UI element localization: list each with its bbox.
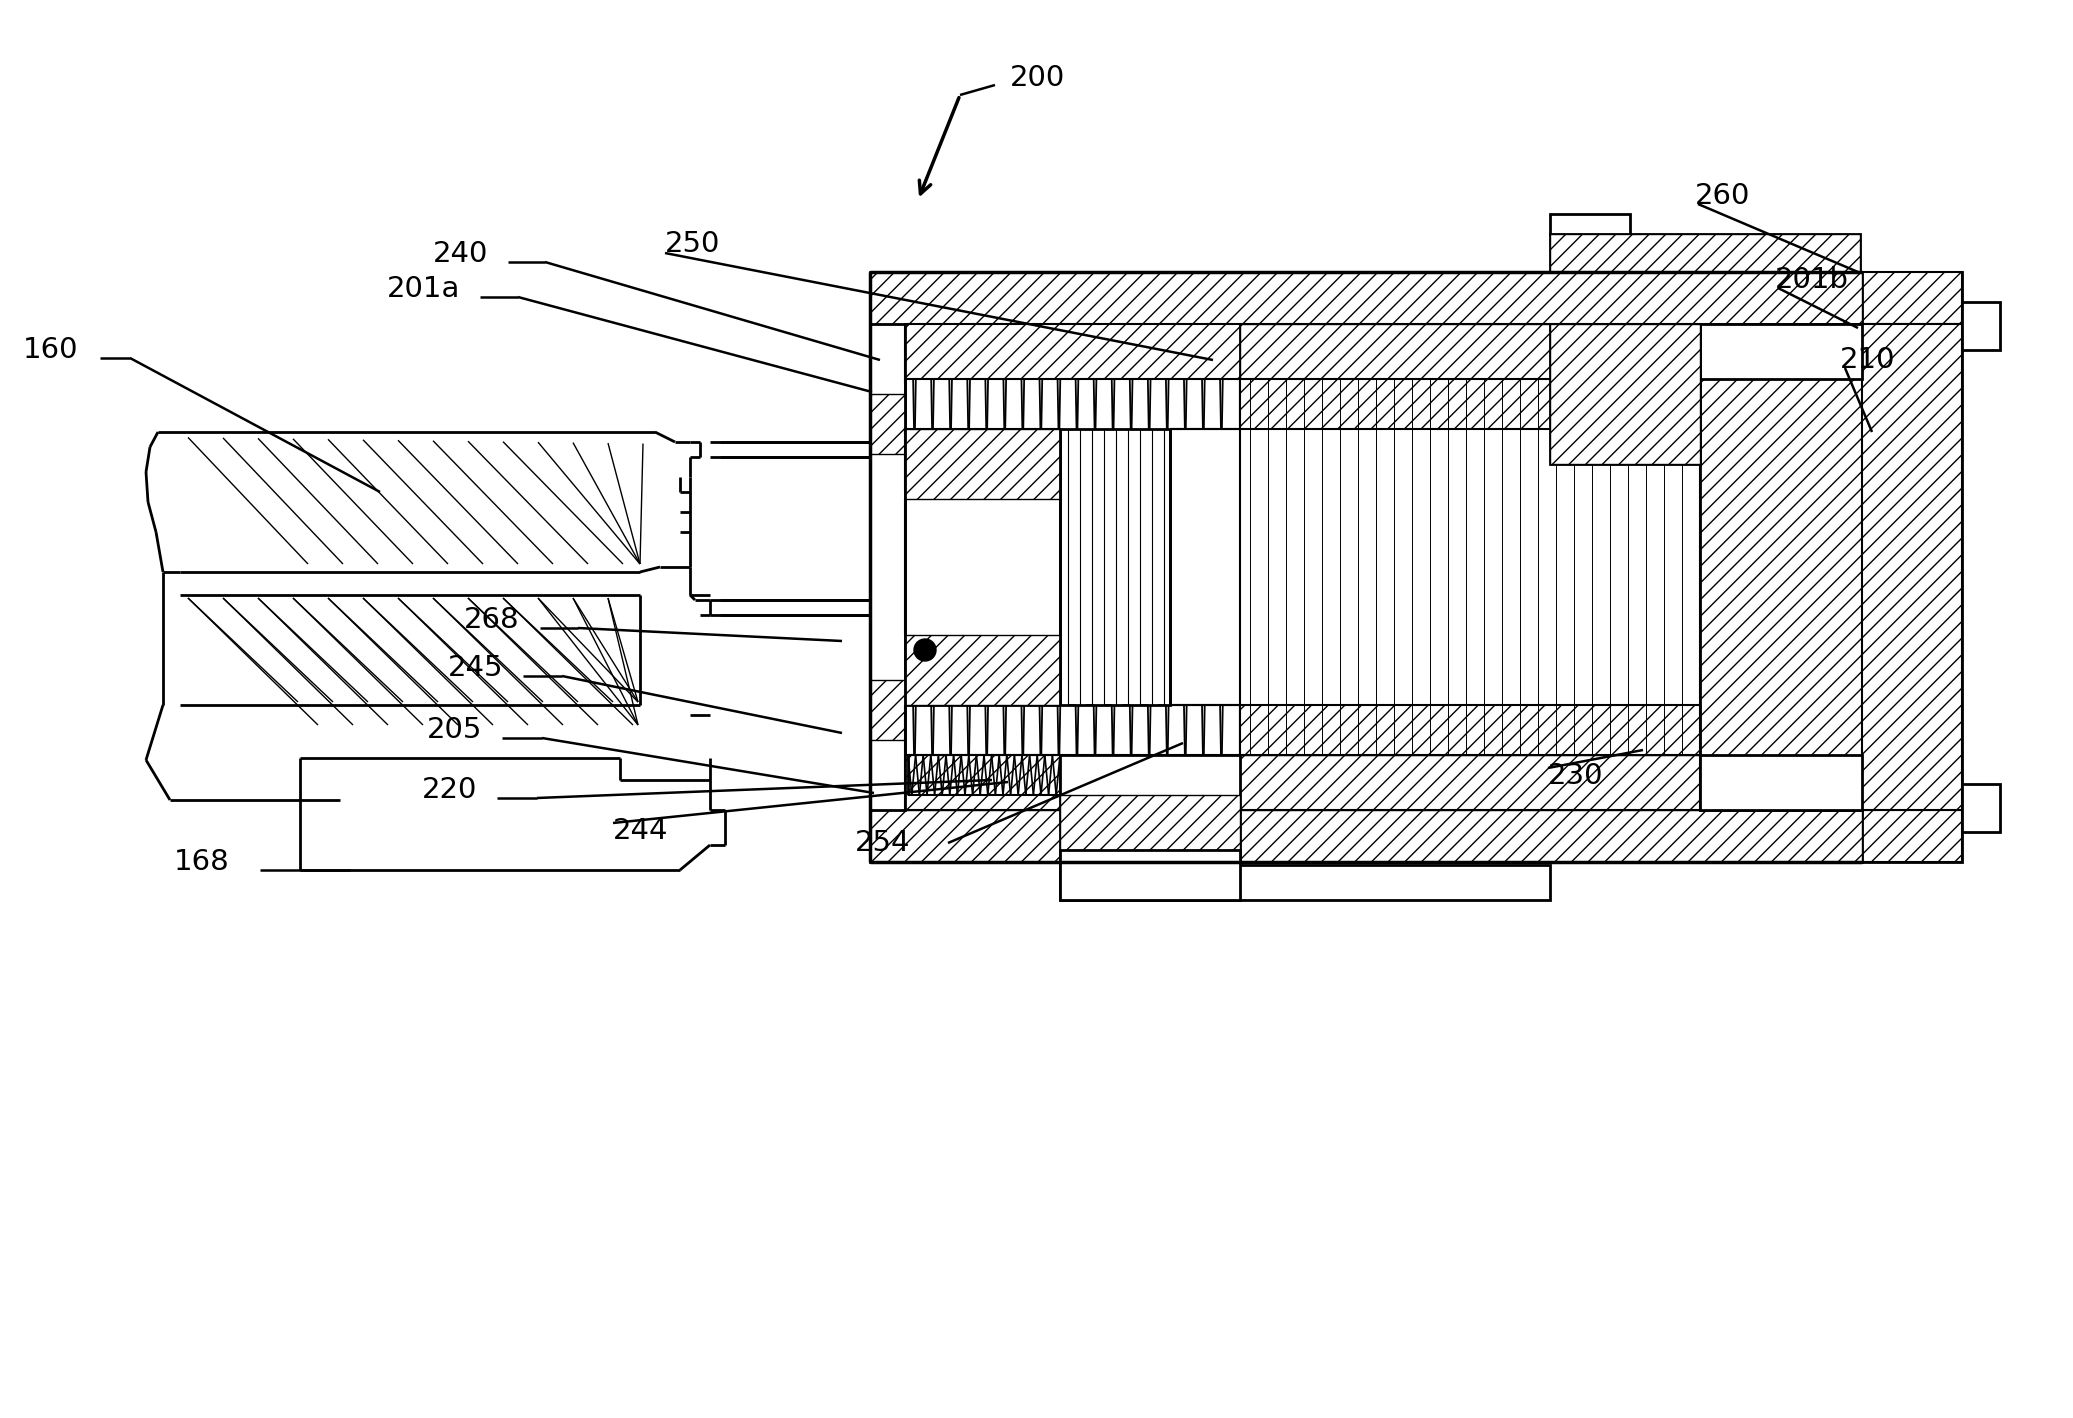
Bar: [1700, 323, 1862, 379]
Bar: [1551, 214, 1629, 234]
Polygon shape: [1169, 379, 1700, 430]
Polygon shape: [906, 323, 1700, 379]
Text: 268: 268: [464, 605, 520, 634]
Bar: [906, 430, 1059, 489]
Text: 260: 260: [1696, 182, 1750, 210]
Text: 254: 254: [854, 830, 910, 856]
Text: 168: 168: [174, 848, 230, 876]
Text: 245: 245: [448, 654, 504, 682]
Bar: [871, 272, 1862, 323]
Bar: [1059, 430, 1169, 705]
Bar: [1961, 302, 2000, 350]
Bar: [1862, 272, 1961, 323]
Bar: [871, 810, 1862, 862]
Bar: [1240, 323, 1700, 810]
Text: 201a: 201a: [388, 275, 460, 303]
Polygon shape: [906, 635, 1059, 705]
Circle shape: [914, 640, 937, 661]
Bar: [1700, 323, 1862, 810]
Polygon shape: [906, 754, 1700, 810]
Polygon shape: [1059, 795, 1240, 865]
Bar: [1551, 234, 1859, 272]
Polygon shape: [1240, 705, 1700, 754]
Polygon shape: [906, 430, 1059, 499]
Polygon shape: [1551, 323, 1700, 464]
Text: 220: 220: [421, 776, 477, 804]
Bar: [1059, 865, 1551, 900]
Polygon shape: [871, 681, 906, 740]
Bar: [1059, 849, 1240, 900]
Bar: [1862, 810, 1961, 862]
Polygon shape: [871, 810, 1862, 862]
Bar: [1240, 323, 1700, 379]
Bar: [1551, 323, 1700, 464]
Text: 205: 205: [427, 716, 483, 744]
Bar: [871, 323, 906, 810]
Polygon shape: [1169, 705, 1700, 754]
Text: 244: 244: [614, 817, 668, 845]
Text: 160: 160: [23, 336, 79, 364]
Polygon shape: [871, 394, 906, 454]
Text: 240: 240: [433, 240, 487, 268]
Text: 200: 200: [1010, 64, 1066, 92]
Text: 210: 210: [1841, 346, 1895, 374]
Bar: [1059, 754, 1240, 865]
Bar: [1700, 754, 1862, 810]
Text: 201b: 201b: [1774, 267, 1849, 294]
Bar: [1862, 272, 1961, 862]
Bar: [1961, 784, 2000, 832]
Polygon shape: [1551, 234, 1859, 272]
Polygon shape: [871, 272, 1862, 323]
Polygon shape: [1240, 323, 1700, 379]
Text: 230: 230: [1549, 761, 1605, 790]
Text: 250: 250: [665, 230, 721, 258]
Bar: [1862, 323, 1961, 810]
